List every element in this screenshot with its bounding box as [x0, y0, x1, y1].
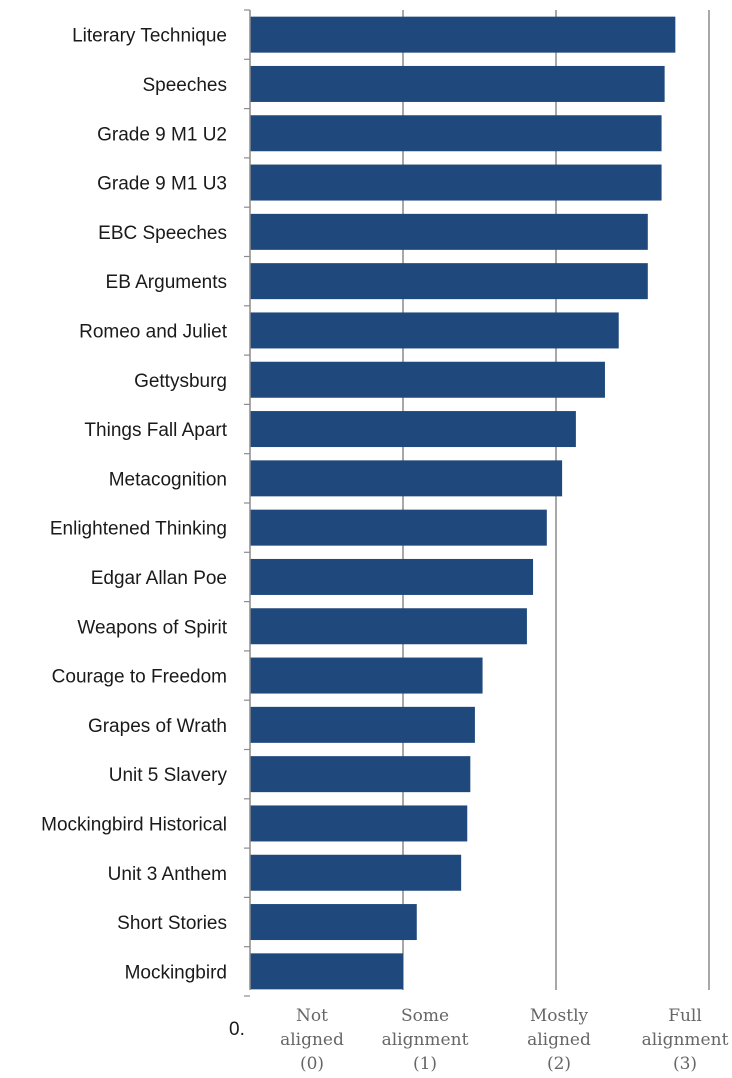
category-label: Grade 9 M1 U3: [97, 174, 227, 195]
category-label: Short Stories: [117, 913, 227, 934]
x-tick-label: aligned: [280, 1030, 344, 1050]
category-label: EBC Speeches: [98, 223, 227, 244]
bar-weapons-of-spirit: [250, 608, 527, 645]
category-label: Courage to Freedom: [52, 667, 227, 688]
x-tick-label: Some: [401, 1006, 449, 1026]
bar-grade-9-m1-u3: [250, 164, 662, 201]
bar-short-stories: [250, 904, 417, 941]
x-tick-label: aligned: [527, 1030, 591, 1050]
x-tick-labels: Not aligned (0) Some alignment (1) Mostly align…: [229, 1006, 729, 1074]
gridlines: [402, 10, 710, 990]
bar-enlightened-thinking: [250, 509, 547, 546]
category-label: EB Arguments: [106, 272, 227, 293]
category-labels: Literary Technique Speeches Grade 9 M1 U2 G…: [41, 26, 228, 984]
category-label: Things Fall Apart: [84, 420, 227, 441]
y-axis: [244, 9, 251, 997]
bar-romeo-and-juliet: [250, 312, 619, 349]
category-label: Weapons of Spirit: [77, 617, 227, 638]
bars: [250, 16, 676, 990]
category-label: Gettysburg: [134, 371, 227, 392]
category-label: Mockingbird Historical: [41, 814, 227, 835]
bar-gettysburg: [250, 361, 605, 398]
x-tick-label: Mostly: [530, 1006, 589, 1026]
bar-courage-to-freedom: [250, 657, 483, 694]
bar-unit-3-anthem: [250, 854, 462, 891]
x-tick-label: Full: [668, 1006, 702, 1026]
category-label: Unit 3 Anthem: [108, 864, 227, 885]
category-label: Edgar Allan Poe: [91, 568, 227, 589]
category-label: Romeo and Juliet: [79, 321, 228, 342]
bar-mockingbird: [250, 953, 403, 990]
category-label: Mockingbird: [125, 962, 227, 983]
bar-grapes-of-wrath: [250, 706, 475, 743]
bar-speeches: [250, 65, 665, 102]
bar-grade-9-m1-u2: [250, 115, 662, 152]
bar-eb-arguments: [250, 263, 648, 300]
bar-things-fall-apart: [250, 411, 576, 448]
bar-edgar-allan-poe: [250, 558, 534, 595]
x-tick-label: Not: [296, 1006, 328, 1026]
x-tick-label: (3): [673, 1054, 697, 1074]
category-label: Speeches: [142, 75, 227, 96]
bar-ebc-speeches: [250, 213, 648, 250]
x-tick-label: (0): [300, 1054, 324, 1074]
category-label: Literary Technique: [72, 26, 227, 47]
x-tick-label: alignment: [642, 1030, 729, 1050]
x-tick-label: alignment: [382, 1030, 469, 1050]
category-label: Grapes of Wrath: [88, 716, 227, 737]
category-label: Grade 9 M1 U2: [97, 124, 227, 145]
bar-literary-technique: [250, 16, 676, 53]
category-label: Enlightened Thinking: [50, 519, 227, 540]
origin-label: 0.: [229, 1019, 245, 1040]
x-tick-label: (1): [413, 1054, 437, 1074]
bar-mockingbird-historical: [250, 805, 468, 842]
category-label: Metacognition: [109, 469, 227, 490]
category-label: Unit 5 Slavery: [109, 765, 228, 786]
bar-metacognition: [250, 460, 563, 497]
x-tick-label: (2): [547, 1054, 571, 1074]
bar-unit-5-slavery: [250, 756, 471, 793]
